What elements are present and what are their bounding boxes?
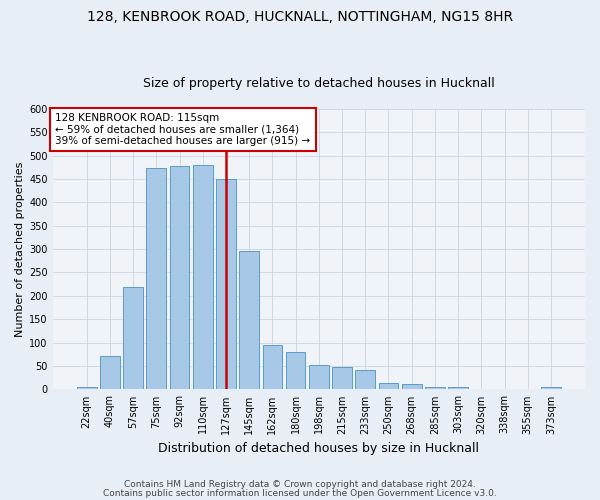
Bar: [77, 387, 97, 390]
Bar: [379, 384, 398, 390]
Bar: [146, 168, 166, 390]
Bar: [263, 345, 282, 390]
Bar: [309, 364, 329, 390]
X-axis label: Distribution of detached houses by size in Hucknall: Distribution of detached houses by size …: [158, 442, 479, 455]
Title: Size of property relative to detached houses in Hucknall: Size of property relative to detached ho…: [143, 76, 495, 90]
Y-axis label: Number of detached properties: Number of detached properties: [15, 162, 25, 337]
Text: 128 KENBROOK ROAD: 115sqm
← 59% of detached houses are smaller (1,364)
39% of se: 128 KENBROOK ROAD: 115sqm ← 59% of detac…: [55, 113, 310, 146]
Bar: [239, 252, 259, 390]
Bar: [123, 286, 143, 390]
Bar: [170, 166, 190, 390]
Bar: [332, 368, 352, 390]
Bar: [193, 165, 212, 390]
Bar: [448, 387, 468, 390]
Text: Contains public sector information licensed under the Open Government Licence v3: Contains public sector information licen…: [103, 488, 497, 498]
Bar: [216, 179, 236, 390]
Bar: [425, 386, 445, 390]
Bar: [402, 384, 422, 390]
Bar: [541, 387, 561, 390]
Bar: [286, 352, 305, 390]
Bar: [100, 356, 120, 390]
Bar: [355, 370, 375, 390]
Text: 128, KENBROOK ROAD, HUCKNALL, NOTTINGHAM, NG15 8HR: 128, KENBROOK ROAD, HUCKNALL, NOTTINGHAM…: [87, 10, 513, 24]
Text: Contains HM Land Registry data © Crown copyright and database right 2024.: Contains HM Land Registry data © Crown c…: [124, 480, 476, 489]
